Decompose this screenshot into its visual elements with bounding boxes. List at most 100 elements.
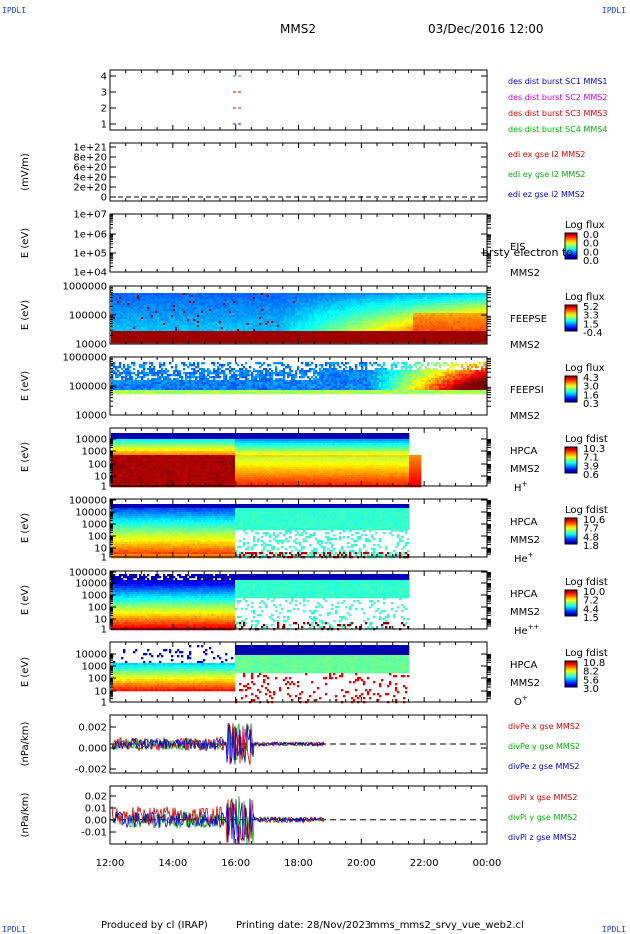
panel11-frame bbox=[109, 785, 488, 845]
panel7-cbar-tick: 1.8 bbox=[583, 541, 599, 552]
panel11-ylabel: (nPa/km) bbox=[20, 793, 31, 838]
panel10-series-2 bbox=[111, 722, 325, 765]
panel3-ytick: 1e+04 bbox=[73, 268, 107, 279]
panel5-colorbar bbox=[564, 375, 578, 403]
panel7-colorbar bbox=[564, 517, 578, 545]
panel3-ytick: 1e+06 bbox=[73, 230, 107, 241]
panel6-colorbar bbox=[564, 446, 578, 474]
panel6-cbar-title: Log fdist bbox=[565, 434, 608, 445]
panel11-legend-1: divPi y gse MMS2 bbox=[508, 813, 577, 822]
panel2-ytick: 6e+20 bbox=[73, 163, 107, 174]
panel8-ytick: 100 bbox=[88, 603, 107, 614]
panel1-legend-3: des dist burst SC4 MMS4 bbox=[508, 125, 607, 134]
panel7-ytick: 100000 bbox=[69, 496, 107, 507]
panel9-ytick: 1 bbox=[101, 698, 107, 709]
panel3-frame bbox=[109, 213, 488, 273]
time-tick-label: 12:00 bbox=[96, 858, 125, 869]
panel4-ytick: 10000 bbox=[75, 340, 107, 351]
panel2-ytick: 8e+20 bbox=[73, 153, 107, 164]
panel6-ylabel: E (eV) bbox=[20, 442, 31, 472]
panel4-ytick: 100000 bbox=[69, 311, 107, 322]
panel6-ytick: 10000 bbox=[75, 435, 107, 446]
panel4-ylabel: E (eV) bbox=[20, 300, 31, 330]
panel8-ytick: 10 bbox=[94, 615, 107, 626]
panel1-ytick: 1 bbox=[101, 120, 107, 131]
panel5-cbar-tick: 4.3 bbox=[583, 373, 599, 384]
panel2-legend-0: edi ex gse l2 MMS2 bbox=[508, 150, 585, 159]
panel2-ylabel: (mV/m) bbox=[20, 153, 31, 191]
panel6-cbar-tick: 0.6 bbox=[583, 470, 599, 481]
panel1-frame bbox=[109, 69, 488, 131]
footer-printing-date: Printing date: 28/Nov/2023 bbox=[236, 920, 371, 931]
panel9-species: O+ bbox=[514, 694, 528, 708]
panel6-ytick: 100 bbox=[88, 460, 107, 471]
panel9-cbar-tick: 5.6 bbox=[583, 675, 599, 686]
date-title: 03/Dec/2016 12:00 bbox=[428, 22, 544, 36]
corner-label-bottom-left: IPDLI bbox=[2, 925, 26, 934]
panel5-cbar-title: Log flux bbox=[565, 363, 605, 374]
panel8-ytick: 1 bbox=[101, 625, 107, 636]
panel10-legend-2: divPe z gse MMS2 bbox=[508, 762, 579, 771]
panel5-ytick: 100000 bbox=[69, 382, 107, 393]
panel8-cbar-tick: 1.5 bbox=[583, 613, 599, 624]
time-tick-label: 22:00 bbox=[410, 858, 439, 869]
panel8-ytick: 10000 bbox=[75, 579, 107, 590]
panel8-colorbar bbox=[564, 589, 578, 617]
panel1-ytick: 3 bbox=[101, 88, 107, 99]
panel3-cbar-tick: 0.0 bbox=[583, 247, 599, 258]
panel1-legend-1: des dist burst SC2 MMS2 bbox=[508, 93, 607, 102]
panel5-cbar-tick: 1.6 bbox=[583, 390, 599, 401]
corner-label-top-left: IPDLI bbox=[2, 6, 26, 15]
panel7-ytick: 10 bbox=[94, 544, 107, 555]
panel10-legend-0: divPe x gse MMS2 bbox=[508, 722, 580, 731]
panel3-ytick: 1e+07 bbox=[73, 210, 107, 221]
panel4-cbar-tick: 3.3 bbox=[583, 311, 599, 322]
footer-filename: mms_mms2_srvy_vue_web2.cl bbox=[370, 920, 524, 931]
panel1-ytick: 2 bbox=[101, 104, 107, 115]
panel6-spacecraft: MMS2 bbox=[510, 464, 540, 475]
panel7-ytick: 1 bbox=[101, 553, 107, 564]
corner-label-bottom-right: IPDLI bbox=[602, 925, 626, 934]
panel9-ytick: 10000 bbox=[75, 650, 107, 661]
panel5-ylabel: E (eV) bbox=[20, 371, 31, 401]
panel2-ytick: 4e+20 bbox=[73, 173, 107, 184]
panel3-cbar-title: Log flux bbox=[565, 220, 605, 231]
panel7-ytick: 100 bbox=[88, 532, 107, 543]
panel9-cbar-tick: 10.8 bbox=[583, 658, 605, 669]
panel6-ytick: 1000 bbox=[82, 447, 107, 458]
panel9-ytick: 1000 bbox=[82, 662, 107, 673]
panel5-ytick: 1000000 bbox=[62, 353, 107, 364]
panel2-frame bbox=[109, 142, 488, 202]
panel6-species: H+ bbox=[514, 480, 528, 494]
panel9-cbar-tick: 8.2 bbox=[583, 667, 599, 678]
panel7-ytick: 10000 bbox=[75, 508, 107, 519]
panel3-instrument: EIS bbox=[510, 242, 526, 253]
time-tick-label: 18:00 bbox=[284, 858, 313, 869]
panel1-legend-0: des dist burst SC1 MMS1 bbox=[508, 77, 607, 86]
panel8-ytick: 100000 bbox=[69, 568, 107, 579]
panel7-instrument: HPCA bbox=[510, 517, 538, 528]
panel6-cbar-tick: 10.3 bbox=[583, 444, 605, 455]
panel9-instrument: HPCA bbox=[510, 660, 538, 671]
panel9-ytick: 100 bbox=[88, 674, 107, 685]
panel4-cbar-tick: -0.4 bbox=[583, 328, 603, 339]
panel9-ytick: 10 bbox=[94, 687, 107, 698]
panel2-legend-2: edi ez gse l2 MMS2 bbox=[508, 190, 585, 199]
panel10-legend-1: divPe y gse MMS2 bbox=[508, 742, 580, 751]
panel3-cbar-tick: 0.0 bbox=[583, 230, 599, 241]
panel11-ytick: -0.01 bbox=[81, 828, 107, 839]
panel10-ytick: 0.000 bbox=[78, 744, 107, 755]
panel11-ytick: 0.01 bbox=[85, 804, 107, 815]
panel3-cbar-tick: 0.0 bbox=[583, 256, 599, 267]
panel3-spacecraft: MMS2 bbox=[510, 268, 540, 279]
time-tick-label: 20:00 bbox=[347, 858, 376, 869]
time-tick-label: 00:00 bbox=[473, 858, 502, 869]
panel7-ytick: 1000 bbox=[82, 520, 107, 531]
corner-label-top-right: IPDLI bbox=[602, 6, 626, 15]
panel8-ytick: 1000 bbox=[82, 591, 107, 602]
panel5-spacecraft: MMS2 bbox=[510, 411, 540, 422]
panel5-cbar-tick: 0.3 bbox=[583, 399, 599, 410]
panel9-ylabel: E (eV) bbox=[20, 657, 31, 687]
panel8-cbar-tick: 7.2 bbox=[583, 596, 599, 607]
